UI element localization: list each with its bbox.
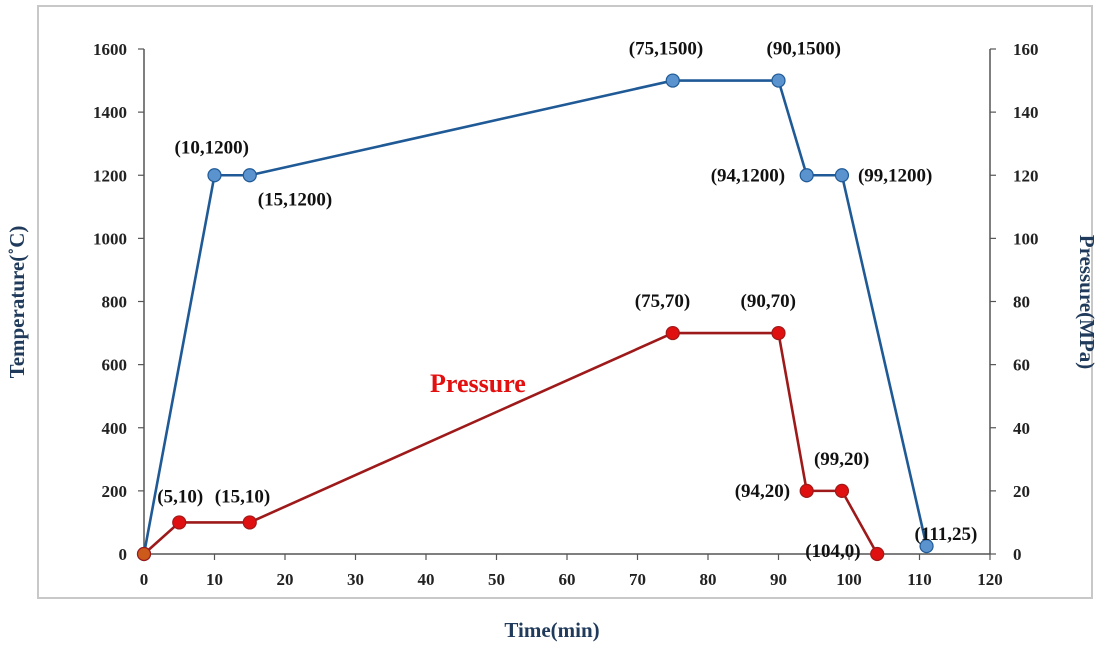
pressure-marker — [138, 548, 151, 561]
pressure-point-label: (90,70) — [741, 291, 796, 312]
x-tick-label: 90 — [770, 570, 787, 589]
y-tick-label: 0 — [119, 545, 128, 564]
y-tick-label: 1600 — [93, 40, 127, 59]
y-tick-label: 200 — [102, 482, 128, 501]
pressure-point-label: (5,10) — [157, 486, 203, 507]
temperature-point-label: (15,1200) — [258, 189, 332, 210]
temperature-point-label: (10,1200) — [175, 137, 249, 158]
temperature-point-label: (75,1500) — [629, 39, 703, 60]
x-tick-label: 70 — [629, 570, 646, 589]
x-tick-label: 120 — [977, 570, 1003, 589]
x-tick-label: 40 — [418, 570, 435, 589]
y2-tick-label: 60 — [1013, 356, 1030, 375]
y2-tick-label: 140 — [1013, 103, 1039, 122]
pressure-point-label: (99,20) — [814, 449, 869, 470]
pressure-marker — [173, 516, 186, 529]
pressure-point-label: (94,20) — [735, 481, 790, 502]
temperature-marker — [835, 169, 848, 182]
pressure-series-label: Pressure — [430, 369, 526, 398]
temperature-point-label: (94,1200) — [711, 165, 785, 186]
temperature-marker — [800, 169, 813, 182]
y2-tick-label: 120 — [1013, 166, 1039, 185]
temperature-point-label: (111,25) — [915, 524, 978, 545]
y-tick-label: 600 — [102, 356, 128, 375]
temperature-point-label: (90,1500) — [767, 39, 841, 60]
x-tick-label: 30 — [347, 570, 364, 589]
temperature-marker — [666, 74, 679, 87]
x-tick-label: 100 — [836, 570, 862, 589]
y2-tick-label: 0 — [1013, 545, 1022, 564]
x-tick-label: 0 — [140, 570, 149, 589]
temperature-point-label: (99,1200) — [858, 165, 932, 186]
x-tick-label: 20 — [277, 570, 294, 589]
x-tick-label: 110 — [907, 570, 932, 589]
pressure-point-label: (75,70) — [635, 291, 690, 312]
y-tick-label: 800 — [102, 293, 128, 312]
chart-frame — [38, 6, 1092, 598]
y-tick-label: 1200 — [93, 166, 127, 185]
y2-tick-label: 20 — [1013, 482, 1030, 501]
pressure-marker — [243, 516, 256, 529]
temperature-marker — [772, 74, 785, 87]
pressure-marker — [772, 327, 785, 340]
y-tick-label: 1000 — [93, 229, 127, 248]
temperature-marker — [243, 169, 256, 182]
y2-tick-label: 80 — [1013, 293, 1030, 312]
pressure-point-label: (104,0) — [805, 541, 860, 562]
y2-axis-title: Pressure(MPa) — [1075, 235, 1099, 370]
y2-tick-label: 160 — [1013, 40, 1039, 59]
x-tick-label: 60 — [559, 570, 576, 589]
pressure-marker — [871, 548, 884, 561]
pressure-marker — [800, 484, 813, 497]
pressure-point-label: (15,10) — [215, 486, 270, 507]
y-tick-label: 1400 — [93, 103, 127, 122]
y2-tick-label: 40 — [1013, 419, 1030, 438]
x-tick-label: 10 — [206, 570, 223, 589]
y-axis-title: Temperature(˚C) — [5, 226, 29, 379]
x-tick-label: 50 — [488, 570, 505, 589]
pressure-marker — [666, 327, 679, 340]
y2-tick-label: 100 — [1013, 229, 1039, 248]
x-tick-label: 80 — [700, 570, 717, 589]
temperature-marker — [208, 169, 221, 182]
y-tick-label: 400 — [102, 419, 128, 438]
x-axis-title: Time(min) — [504, 618, 599, 642]
pressure-marker — [835, 484, 848, 497]
